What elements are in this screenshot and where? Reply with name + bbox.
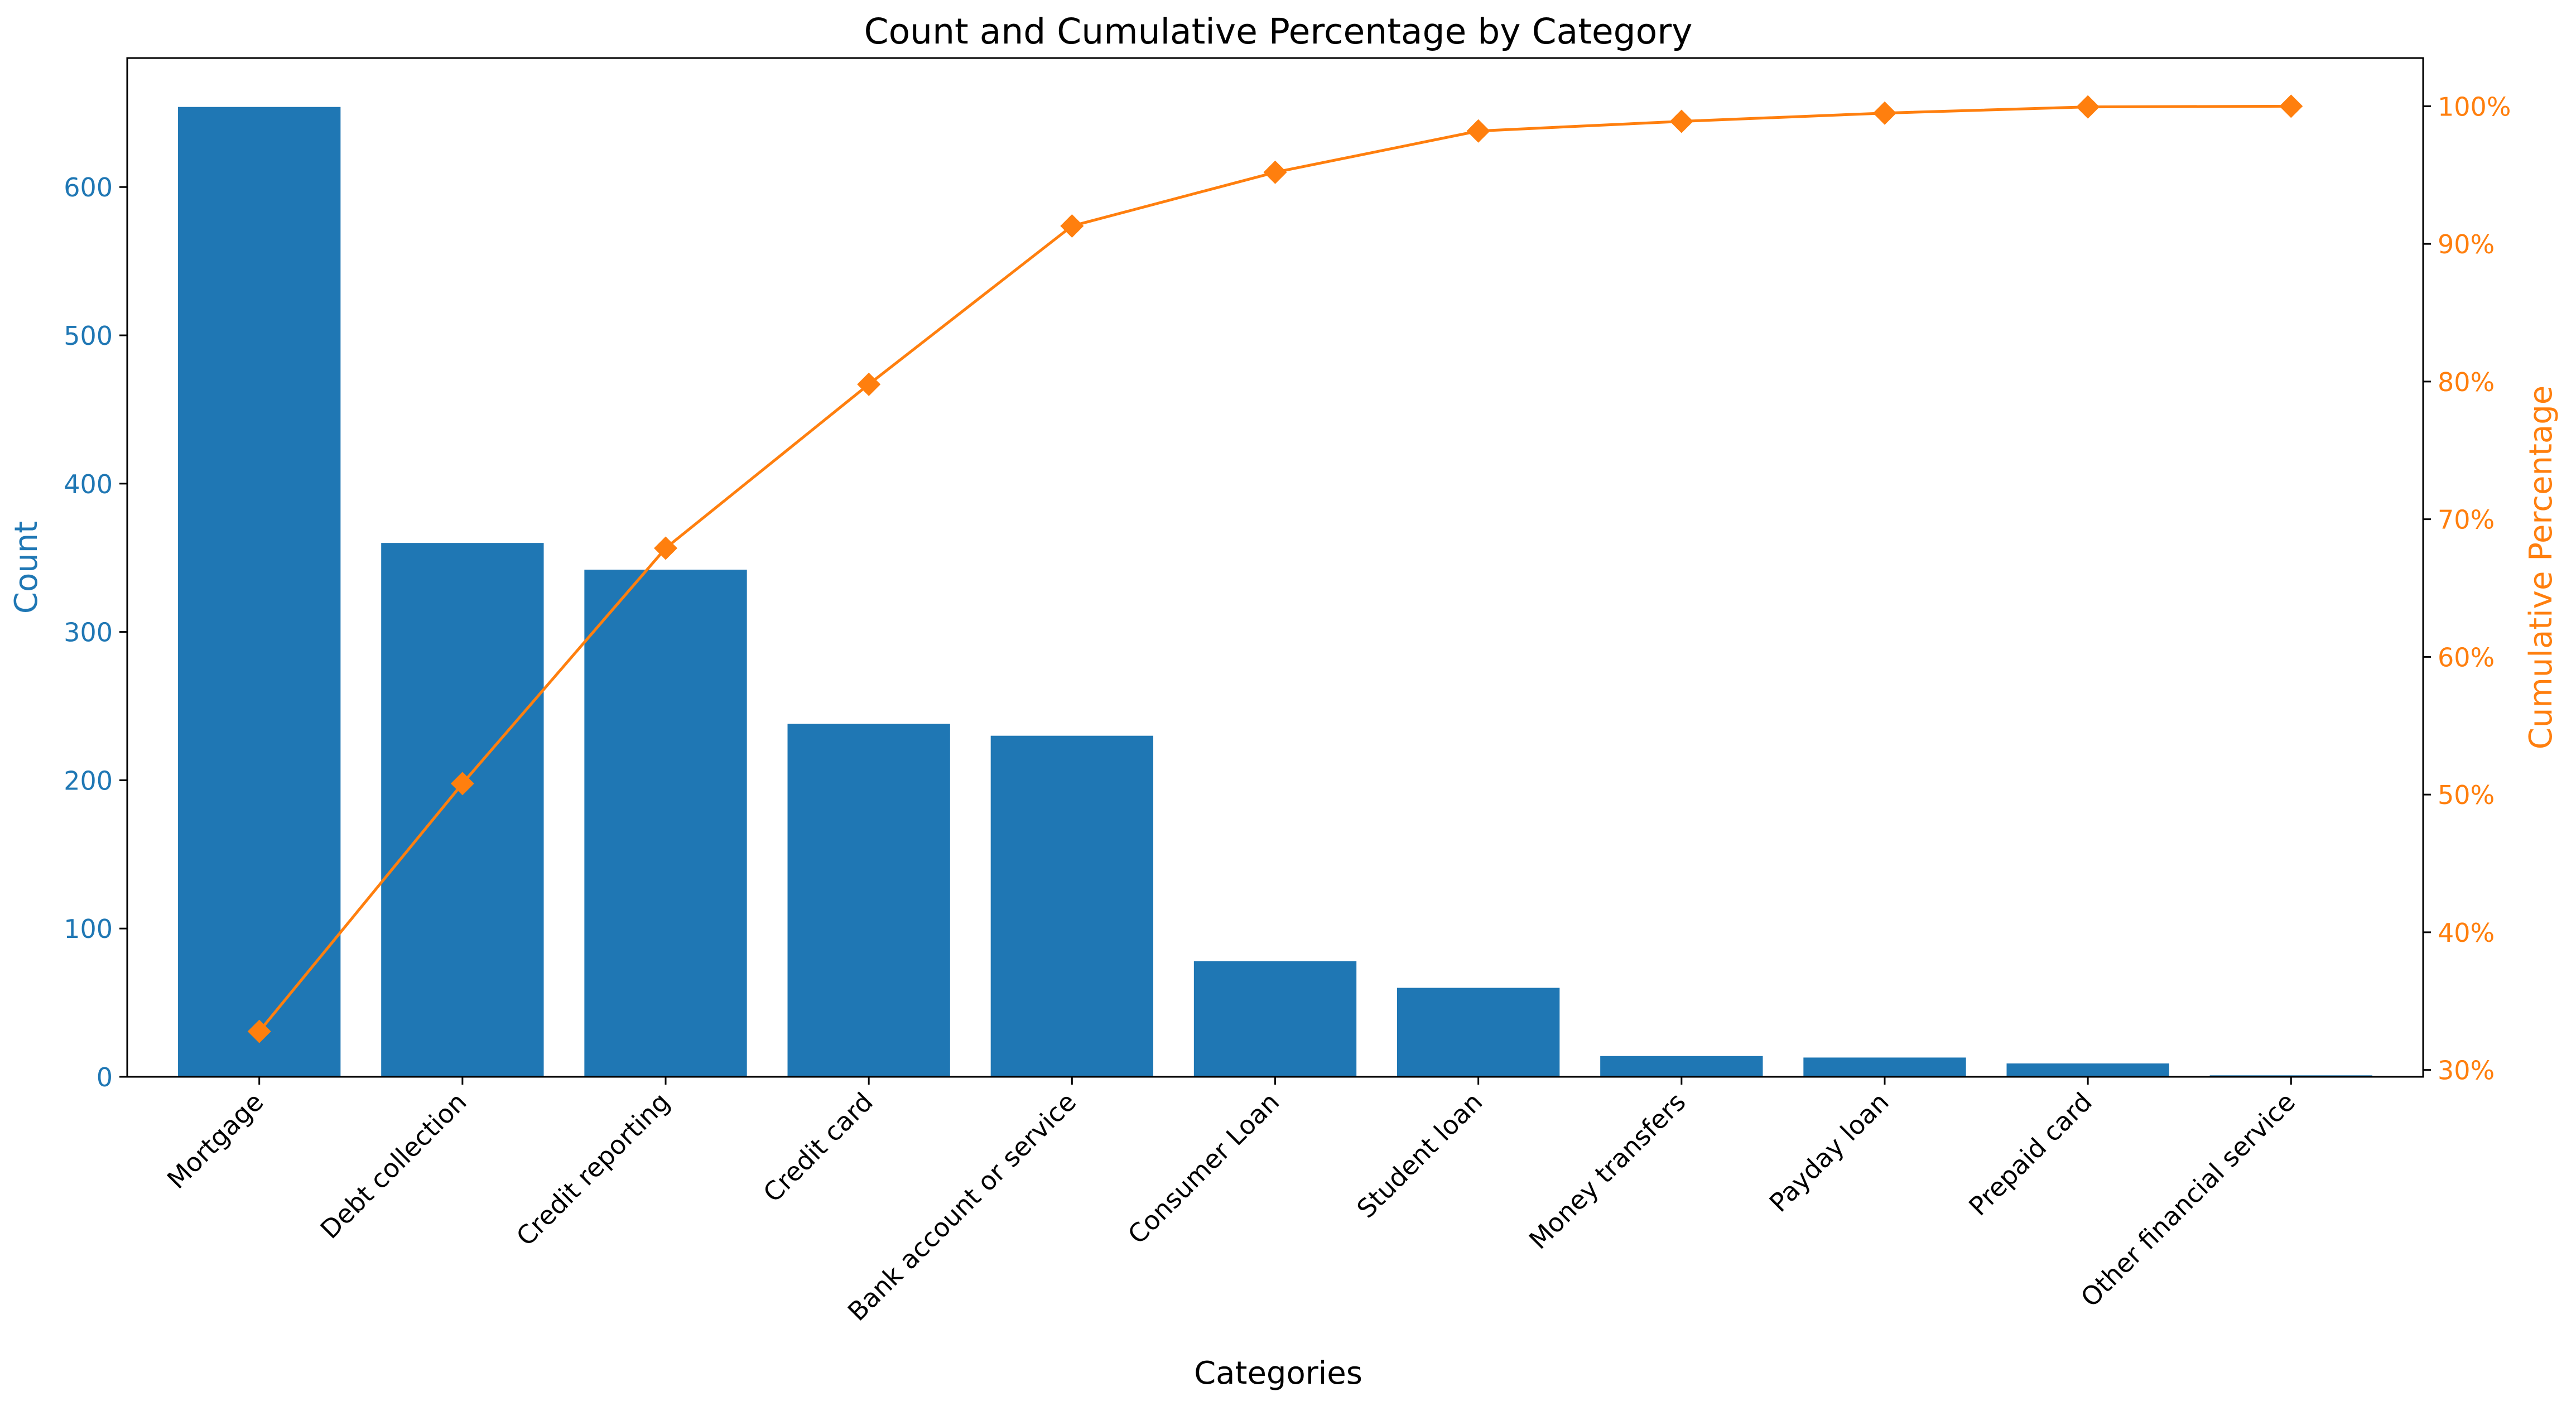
x-tick-label-9: Prepaid card	[1963, 1087, 2098, 1222]
y2-tick-label-3: 60%	[2438, 642, 2495, 672]
bar-5	[1193, 961, 1357, 1077]
x-tick-label-7: Money transfers	[1523, 1087, 1692, 1255]
cumulative-marker-9	[2076, 95, 2100, 119]
bar-0	[178, 107, 341, 1077]
bar-8	[1803, 1057, 1966, 1077]
cumulative-marker-2	[654, 536, 678, 560]
x-tick-label-3: Credit card	[757, 1087, 879, 1208]
cumulative-marker-10	[2279, 94, 2303, 118]
y-tick-label-2: 200	[64, 765, 113, 796]
bar-2	[584, 569, 747, 1077]
cumulative-marker-7	[1669, 109, 1693, 133]
y-tick-label-3: 300	[64, 618, 113, 648]
x-tick-label-10: Other financial service	[2075, 1087, 2301, 1313]
x-tick-label-0: Mortgage	[161, 1087, 269, 1195]
x-tick-label-6: Student loan	[1351, 1087, 1488, 1224]
y2-axis-label: Cumulative Percentage	[2523, 386, 2559, 749]
cumulative-marker-8	[1872, 101, 1896, 125]
x-axis-label: Categories	[1194, 1355, 1362, 1391]
bar-3	[787, 724, 950, 1077]
y-tick-label-0: 0	[97, 1062, 113, 1092]
y2-tick-label-7: 100%	[2438, 92, 2511, 122]
cumulative-marker-4	[1060, 214, 1084, 238]
cumulative-marker-3	[857, 372, 881, 396]
bars-group	[178, 107, 2372, 1077]
cumulative-marker-1	[450, 772, 474, 796]
cumulative-marker-0	[247, 1019, 271, 1043]
cumulative-marker-6	[1466, 119, 1490, 143]
x-tick-label-5: Consumer Loan	[1122, 1087, 1285, 1250]
cumulative-marker-5	[1263, 160, 1287, 184]
x-tick-label-4: Bank account or service	[842, 1087, 1082, 1327]
bar-7	[1600, 1056, 1763, 1077]
y2-tick-label-6: 90%	[2438, 229, 2495, 259]
y2-tick-label-1: 40%	[2438, 918, 2495, 948]
y-tick-label-5: 500	[64, 321, 113, 351]
x-tick-label-2: Credit reporting	[511, 1087, 676, 1252]
y2-tick-label-4: 70%	[2438, 505, 2495, 535]
bar-9	[2006, 1063, 2169, 1077]
bar-1	[381, 543, 544, 1077]
y2-tick-label-5: 80%	[2438, 367, 2495, 397]
cumulative-line	[258, 104, 2291, 1033]
y-tick-label-1: 100	[64, 914, 113, 944]
chart-title: Count and Cumulative Percentage by Categ…	[864, 11, 1693, 52]
bar-4	[990, 735, 1154, 1077]
bar-6	[1397, 988, 1560, 1077]
y2-tick-label-2: 50%	[2438, 780, 2495, 810]
y-axis-label: Count	[8, 521, 45, 614]
y2-tick-label-0: 30%	[2438, 1056, 2495, 1086]
y-tick-label-6: 600	[64, 172, 113, 203]
x-tick-label-8: Payday loan	[1764, 1087, 1895, 1218]
y-tick-label-4: 400	[64, 469, 113, 499]
cumulative-line-group	[247, 94, 2303, 1043]
x-tick-label-1: Debt collection	[315, 1087, 473, 1245]
